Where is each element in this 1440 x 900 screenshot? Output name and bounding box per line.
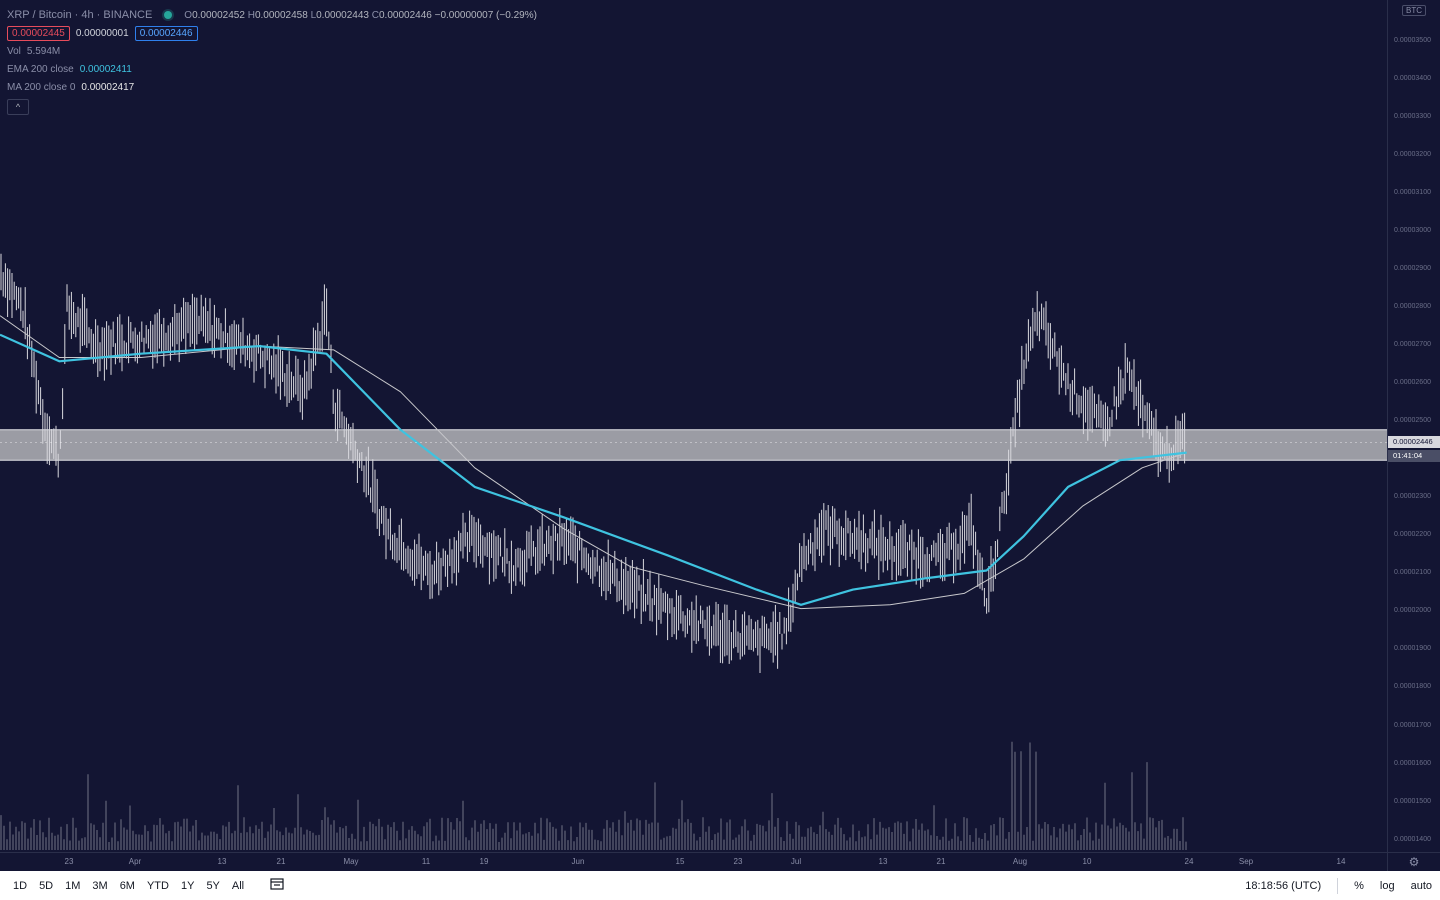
price-tick: 0.00002100 [1394, 569, 1431, 577]
ema-row[interactable]: EMA 200 close 0.00002411 [7, 60, 537, 78]
price-tick: 0.00002300 [1394, 493, 1431, 501]
price-tick: 0.00001600 [1394, 759, 1431, 767]
time-tick: 13 [217, 857, 227, 866]
bar-countdown-label: 01:41:04 [1388, 450, 1440, 462]
price-tick: 0.00002500 [1394, 417, 1431, 425]
toolbar-divider [1337, 877, 1339, 894]
price-tick: 0.00002600 [1394, 379, 1431, 387]
timeframe-1d-button[interactable]: 1D [13, 879, 28, 892]
chart-area[interactable]: XRP / Bitcoin · 4h · BINANCE O0.00002452… [0, 0, 1387, 852]
close-value: 0.00002446 [378, 9, 432, 21]
time-tick: 24 [1184, 857, 1194, 866]
price-chart[interactable] [0, 0, 1387, 852]
price-tick: 0.00002900 [1394, 265, 1431, 273]
market-status-icon [164, 11, 173, 19]
timeframe-5y-button[interactable]: 5Y [206, 879, 220, 892]
price-tick: 0.00003400 [1394, 74, 1431, 82]
time-tick: Jul [790, 857, 802, 866]
time-tick: 11 [421, 857, 431, 866]
ma-value: 0.00002417 [81, 81, 135, 93]
timeframe-ytd-button[interactable]: YTD [146, 879, 169, 892]
close-key: C [371, 9, 379, 21]
time-tick: 21 [936, 857, 946, 866]
price-tick: 0.00002000 [1394, 607, 1431, 615]
chevron-up-icon: ^ [15, 102, 21, 112]
ohlc-values: O0.00002452 H0.00002458 L0.00002443 C0.0… [184, 10, 537, 21]
time-tick: 23 [733, 857, 743, 866]
open-value: 0.00002452 [192, 9, 245, 21]
auto-scale-button[interactable]: auto [1410, 879, 1432, 892]
timeframe-1y-button[interactable]: 1Y [180, 879, 195, 892]
price-tick: 0.00002200 [1394, 531, 1431, 539]
price-tick: 0.00003000 [1394, 227, 1431, 234]
time-tick: 13 [878, 857, 888, 866]
utc-clock[interactable]: 18:18:56 (UTC) [1245, 879, 1322, 892]
change-value: −0.00000007 (−0.29%) [434, 9, 537, 21]
currency-badge[interactable]: BTC [1402, 5, 1426, 16]
time-axis[interactable]: 23 Apr 13 21 May 11 19 Jun 15 23 Jul 13 21 Aug 10 24 Sep… [0, 852, 1387, 871]
time-tick: 23 [64, 857, 74, 866]
collapse-legend-button[interactable]: ^ [7, 99, 29, 115]
price-tick: 0.00001700 [1394, 721, 1431, 729]
bottom-toolbar: 1D 5D 1M 3M 6M YTD 1Y 5Y All 18:18:56 (U… [0, 871, 1440, 900]
date-range-button[interactable] [268, 878, 286, 893]
price-tick: 0.00003200 [1394, 150, 1431, 158]
timeframe-1m-button[interactable]: 1M [65, 879, 81, 892]
legend: XRP / Bitcoin · 4h · BINANCE O0.00002452… [7, 6, 537, 115]
time-tick: Aug [1012, 857, 1028, 866]
open-key: O [184, 9, 193, 21]
bid-price-button[interactable]: 0.00002445 [7, 25, 70, 41]
time-tick: 15 [675, 857, 685, 866]
high-key: H [247, 9, 255, 21]
ma-row[interactable]: MA 200 close 0 0.00002417 [7, 78, 537, 96]
price-tick: 0.00001500 [1394, 797, 1431, 805]
quote-row: 0.00002445 0.00000001 0.00002446 [7, 24, 537, 42]
time-tick: May [343, 857, 359, 866]
time-tick: 21 [276, 857, 286, 866]
price-tick: 0.00001400 [1394, 835, 1431, 843]
timeframe-3m-button[interactable]: 3M [92, 879, 108, 892]
price-tick: 0.00002700 [1394, 341, 1431, 349]
time-tick: 14 [1336, 857, 1346, 866]
spread-value: 0.00000001 [75, 27, 129, 39]
toolbar-right: 18:18:56 (UTC) % log auto [1245, 871, 1432, 900]
timeframe-6m-button[interactable]: 6M [119, 879, 135, 892]
volume-row[interactable]: Vol 5.594M [7, 42, 537, 60]
high-value: 0.00002458 [254, 9, 308, 21]
ma-label: MA 200 close 0 [7, 81, 76, 93]
low-key: L [310, 9, 317, 21]
price-tick: 0.00003500 [1394, 36, 1431, 44]
log-scale-button[interactable]: log [1379, 879, 1395, 892]
percent-scale-button[interactable]: % [1354, 879, 1364, 892]
ema-200-line [0, 333, 1187, 606]
last-price-label: 0.00002446 [1388, 436, 1440, 448]
price-tick: 0.00003300 [1394, 112, 1431, 120]
timeframe-5d-button[interactable]: 5D [39, 879, 54, 892]
time-tick: 19 [479, 857, 489, 866]
low-value: 0.00002443 [316, 9, 369, 21]
volume-value: 5.594M [26, 45, 61, 57]
ask-price-button[interactable]: 0.00002446 [134, 25, 198, 41]
calendar-range-icon [270, 878, 284, 890]
price-tick: 0.00001900 [1394, 645, 1431, 653]
price-axis[interactable]: BTC 0.00003500 0.00003400 0.00003300 0.0000… [1387, 0, 1440, 852]
price-tick: 0.00003100 [1394, 189, 1431, 196]
symbol-row: XRP / Bitcoin · 4h · BINANCE O0.00002452… [7, 6, 537, 24]
ma-200-line [0, 315, 1187, 610]
volume-label: Vol [7, 45, 21, 57]
time-tick: Apr [128, 857, 142, 866]
chart-settings-button[interactable]: ⚙ [1387, 852, 1440, 871]
time-tick: Sep [1238, 857, 1254, 866]
timeframe-group: 1D 5D 1M 3M 6M YTD 1Y 5Y All [0, 878, 286, 893]
gear-icon: ⚙ [1408, 855, 1420, 869]
timeframe-all-button[interactable]: All [231, 879, 245, 892]
ema-label: EMA 200 close [7, 63, 74, 75]
ema-value: 0.00002411 [79, 63, 132, 75]
price-tick: 0.00002800 [1394, 303, 1431, 311]
time-tick: 10 [1082, 857, 1092, 866]
time-tick: Jun [571, 857, 585, 866]
price-tick: 0.00001800 [1394, 683, 1431, 691]
symbol-title[interactable]: XRP / Bitcoin · 4h · BINANCE [7, 9, 153, 21]
